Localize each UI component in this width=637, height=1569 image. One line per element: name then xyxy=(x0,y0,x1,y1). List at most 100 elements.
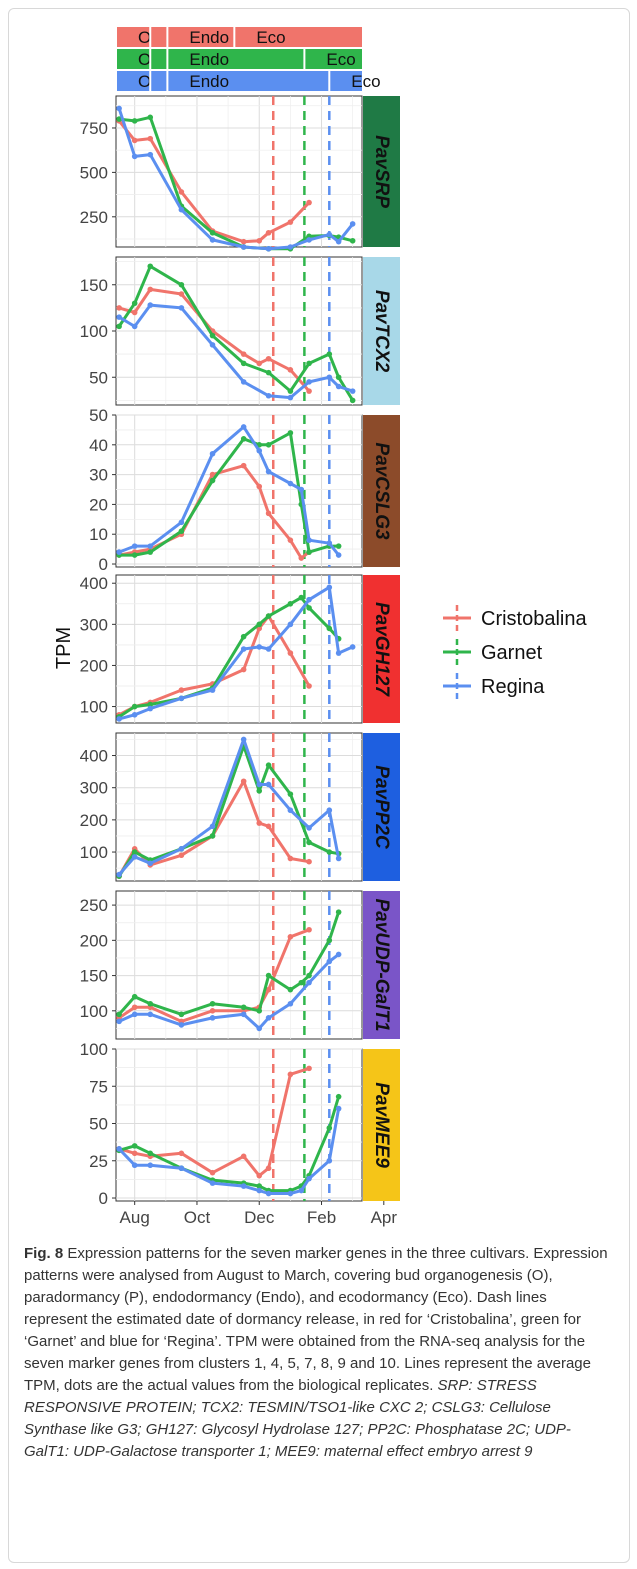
data-point xyxy=(335,1105,342,1112)
data-point xyxy=(131,1004,138,1011)
phase-label: O xyxy=(138,72,151,91)
x-tick-label: Aug xyxy=(120,1208,150,1227)
data-point xyxy=(178,291,185,297)
data-point xyxy=(349,388,356,394)
data-point xyxy=(209,229,216,236)
data-point xyxy=(326,584,333,591)
data-point xyxy=(265,392,272,399)
data-point xyxy=(306,825,312,831)
phase-label: Eco xyxy=(351,72,380,91)
data-point xyxy=(147,1011,154,1018)
data-point xyxy=(326,374,333,381)
x-tick-label: Feb xyxy=(307,1208,336,1227)
gene-panel: 100 150 200 250 PavUDP-GalT1 xyxy=(80,890,400,1040)
data-point xyxy=(131,118,138,124)
phase-label: O xyxy=(138,28,151,47)
data-point xyxy=(265,1165,272,1172)
data-point xyxy=(116,305,122,311)
legend-label: Cristobalina xyxy=(481,608,587,630)
data-point xyxy=(178,687,185,693)
data-point xyxy=(147,705,154,712)
phase-bar-segment xyxy=(304,49,362,69)
y-tick-label: 200 xyxy=(80,931,108,950)
phase-bar-segment xyxy=(167,27,235,47)
data-point xyxy=(306,605,312,611)
y-tick-label: 10 xyxy=(89,525,108,544)
data-point xyxy=(335,951,342,958)
gene-strip xyxy=(363,96,400,247)
gene-strip-label: PavCSLG3 xyxy=(371,442,392,540)
data-point xyxy=(265,823,272,830)
data-point xyxy=(306,360,312,367)
data-point xyxy=(131,137,138,144)
data-point xyxy=(240,424,247,430)
data-point xyxy=(265,369,272,376)
data-point xyxy=(349,221,356,227)
data-point xyxy=(265,468,272,475)
data-point xyxy=(349,397,356,404)
data-point xyxy=(287,600,294,607)
data-point xyxy=(147,263,154,270)
data-point xyxy=(256,1008,263,1014)
data-point xyxy=(287,430,294,436)
data-point xyxy=(116,1146,122,1152)
data-point xyxy=(240,646,247,652)
data-point xyxy=(298,555,305,561)
data-point xyxy=(306,549,312,555)
data-point xyxy=(178,846,185,852)
data-point xyxy=(116,1018,122,1025)
caption-text: Expression patterns for the seven marker… xyxy=(24,1245,608,1394)
data-point xyxy=(306,1065,312,1072)
data-point xyxy=(116,549,122,555)
data-point xyxy=(147,543,154,549)
x-tick-label: Apr xyxy=(371,1208,398,1227)
data-point xyxy=(298,486,305,493)
data-point xyxy=(265,355,272,362)
data-point xyxy=(147,1150,154,1157)
data-point xyxy=(256,483,263,490)
phase-bar-segment xyxy=(234,27,362,47)
x-tick-label: Dec xyxy=(244,1208,275,1227)
data-point xyxy=(298,979,305,986)
data-point xyxy=(240,351,247,357)
data-point xyxy=(306,1175,312,1182)
series-line xyxy=(117,119,311,244)
phase-bar-segment xyxy=(116,71,151,91)
data-point xyxy=(326,958,333,965)
data-point xyxy=(287,934,294,940)
data-point xyxy=(298,1187,305,1194)
y-tick-label: 100 xyxy=(80,698,108,717)
panel-frame xyxy=(115,1048,363,1202)
data-point xyxy=(306,683,312,689)
data-point xyxy=(335,552,342,558)
data-point xyxy=(256,360,263,367)
data-point xyxy=(326,231,333,238)
data-point xyxy=(335,238,342,245)
data-point xyxy=(306,199,312,206)
data-point xyxy=(287,1071,294,1078)
data-point xyxy=(287,807,294,814)
y-tick-label: 200 xyxy=(80,811,108,830)
figure-chart: OPEndoEcoOPEndoEcoOPEndoEco250500750PavS… xyxy=(53,27,587,1227)
data-point xyxy=(240,1183,247,1189)
data-point xyxy=(178,206,185,213)
y-tick-label: 300 xyxy=(80,615,108,634)
data-point xyxy=(240,666,247,673)
gene-panel: 50 100 150 PavTCX2 xyxy=(80,256,400,406)
y-tick-label: 75 xyxy=(89,1077,108,1096)
data-point xyxy=(256,781,263,788)
y-tick-label: 100 xyxy=(80,1002,108,1021)
data-point xyxy=(116,116,122,122)
data-point xyxy=(256,788,263,794)
data-point xyxy=(178,528,185,535)
data-point xyxy=(287,388,294,394)
data-point xyxy=(287,394,294,401)
data-point xyxy=(265,1190,272,1197)
y-tick-label: 250 xyxy=(80,208,108,227)
data-point xyxy=(240,633,247,640)
y-tick-label: 20 xyxy=(89,495,108,514)
data-point xyxy=(178,189,185,195)
data-point xyxy=(178,281,185,288)
phase-label: Endo xyxy=(189,28,229,47)
data-point xyxy=(178,305,185,311)
